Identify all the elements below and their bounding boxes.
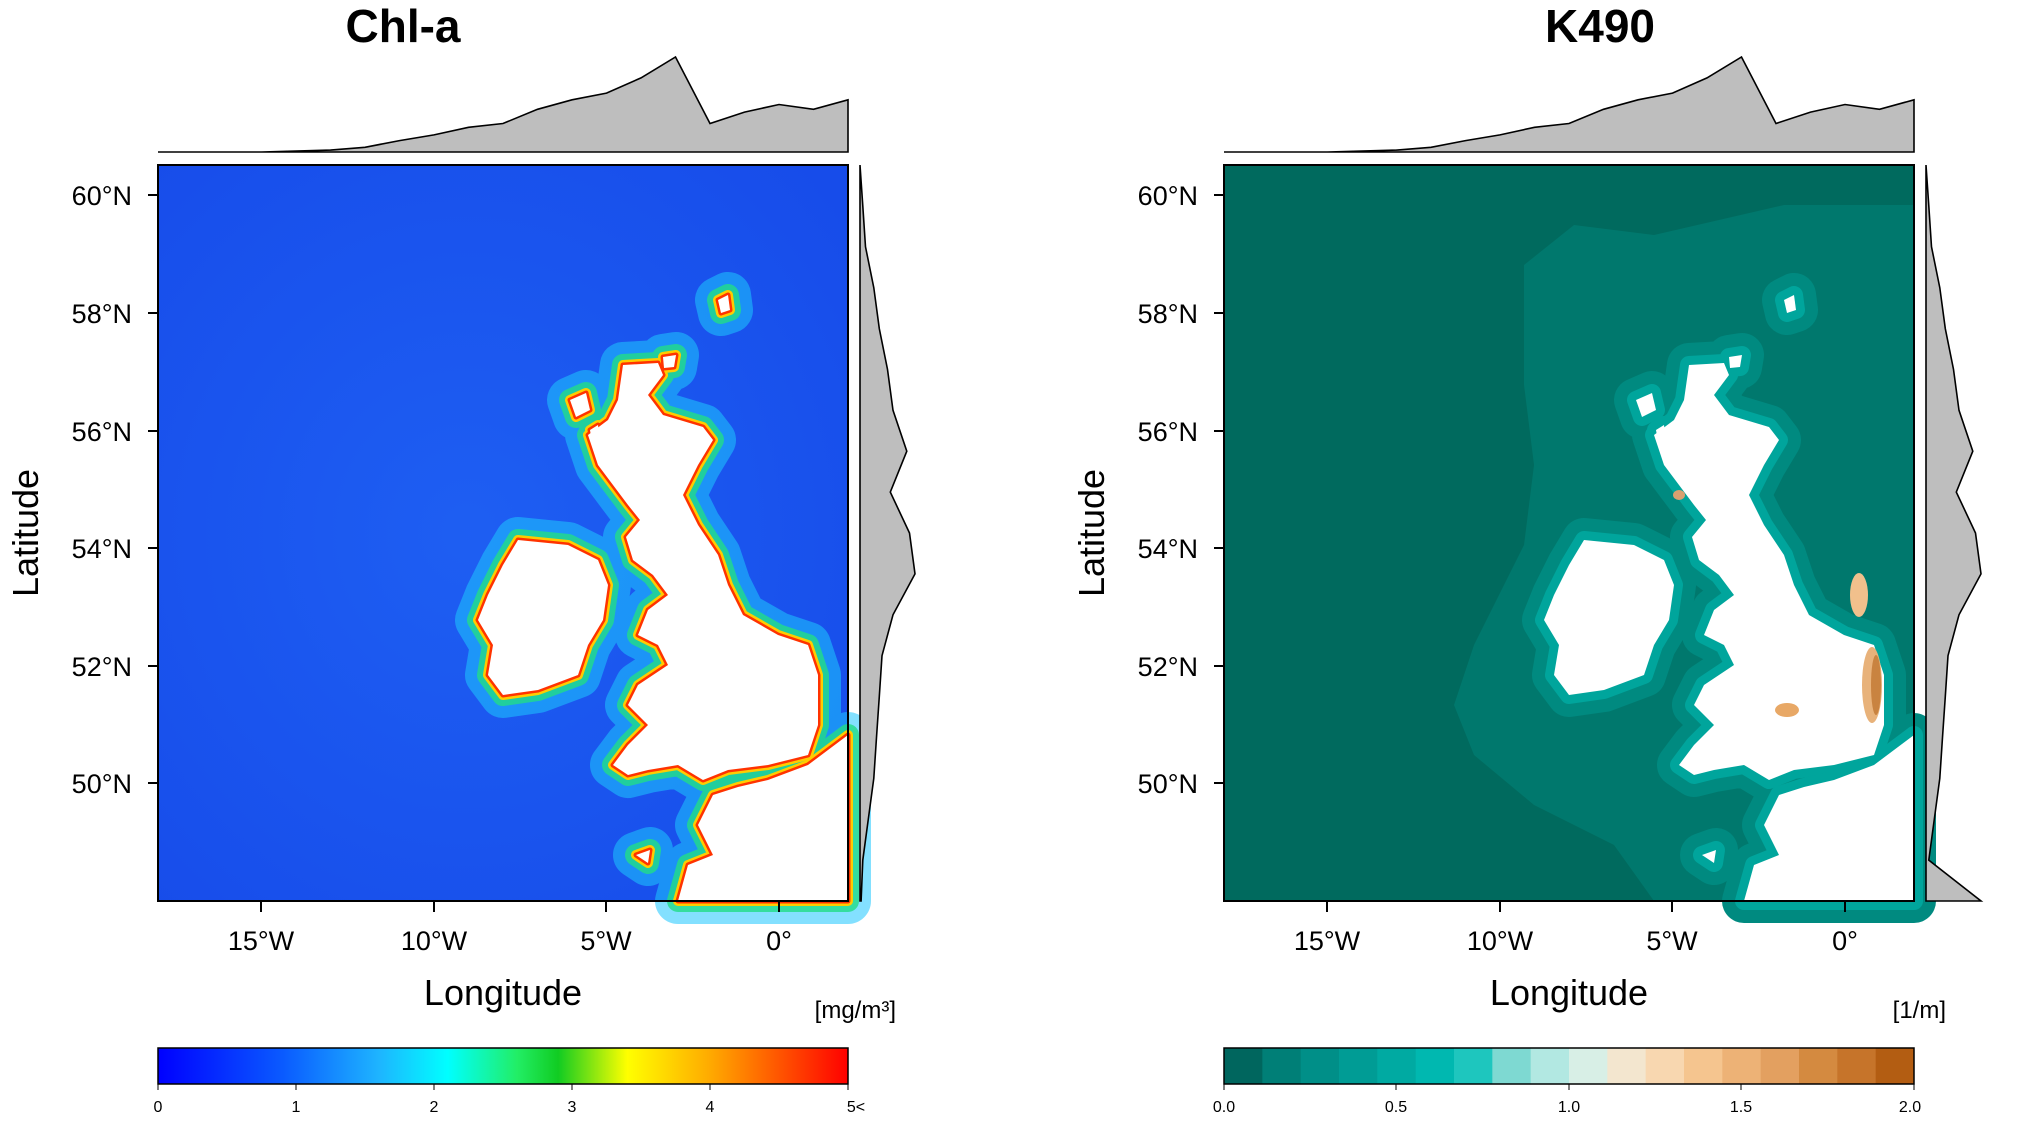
ytick-label: 54°N [72, 534, 132, 564]
ytick-label: 58°N [72, 299, 132, 329]
colorbar-tick: 1.0 [1558, 1099, 1580, 1116]
colorbar-cell [1530, 1048, 1570, 1084]
colorbar-cell [1339, 1048, 1378, 1084]
ytick-label: 56°N [1138, 417, 1198, 447]
colorbar-tick: 2.0 [1899, 1099, 1921, 1116]
y-axis-label: Latitude [1071, 469, 1112, 597]
colorbar-tick: 4 [706, 1099, 715, 1116]
panel-k490: K490 [1071, 0, 1984, 1116]
ytick-label: 50°N [1138, 769, 1198, 799]
colorbar-cell [1454, 1048, 1493, 1084]
map-k490 [1223, 164, 1914, 901]
colorbar-tick: 2 [430, 1099, 439, 1116]
colorbar-cell [1415, 1048, 1455, 1084]
colorbar-cell [1492, 1048, 1532, 1084]
panel-title-k490: K490 [1545, 0, 1655, 52]
colorbar-cell [1875, 1048, 1915, 1084]
colorbar-cell [1645, 1048, 1685, 1084]
colorbar-tick: 1 [292, 1099, 301, 1116]
colorbar-cell [1262, 1048, 1302, 1084]
colorbar-cell [1300, 1048, 1340, 1084]
colorbar-cell [1569, 1048, 1608, 1084]
ytick-label: 54°N [1138, 534, 1198, 564]
colorbar-tick: 5< [847, 1099, 865, 1116]
right-marginal-chl-a [859, 164, 916, 902]
unit-label-chl-a: [mg/m³] [815, 997, 896, 1024]
xtick-label: 10°W [401, 926, 468, 956]
ytick-label: 56°N [72, 417, 132, 447]
xtick-label: 10°W [1467, 926, 1534, 956]
ytick-label: 52°N [72, 652, 132, 682]
colorbar-cell [1224, 1048, 1263, 1084]
ytick-label: 60°N [72, 181, 132, 211]
ytick-label: 52°N [1138, 652, 1198, 682]
xtick-label: 5°W [580, 926, 632, 956]
colorbar-tick: 0.5 [1385, 1099, 1407, 1116]
colorbar-cell [1377, 1048, 1417, 1084]
colorbar-cell [1799, 1048, 1838, 1084]
xtick-label: 0° [766, 926, 792, 956]
y-axis-label: Latitude [5, 469, 46, 597]
top-marginal-k490 [1224, 55, 1915, 153]
top-marginal-chl-a [158, 55, 849, 153]
x-axis-label: Longitude [424, 972, 582, 1013]
ytick-label: 58°N [1138, 299, 1198, 329]
xtick-label: 0° [1832, 926, 1858, 956]
colorbar-k490: 0.0 0.5 1.0 1.5 2.0 [1213, 1047, 1921, 1116]
panel-title-chl-a: Chl-a [346, 0, 461, 52]
colorbar-tick: 1.5 [1730, 1099, 1752, 1116]
x-axis-label: Longitude [1490, 972, 1648, 1013]
y-axis-k490: 60°N 58°N 56°N 54°N 52°N 50°N Latitude [1071, 181, 1224, 799]
xtick-label: 15°W [1294, 926, 1361, 956]
x-axis-chl-a: 15°W 10°W 5°W 0° Longitude [228, 901, 792, 1013]
colorbar-chl-a: 0 1 2 3 4 5< [154, 1047, 865, 1116]
map-chl-a [157, 164, 848, 901]
colorbar-tick: 3 [568, 1099, 577, 1116]
xtick-label: 15°W [228, 926, 295, 956]
ytick-label: 50°N [72, 769, 132, 799]
y-axis-chl-a: 60°N 58°N 56°N 54°N 52°N 50°N Latitude [5, 181, 158, 799]
unit-label-k490: [1/m] [1893, 997, 1946, 1024]
xtick-label: 5°W [1646, 926, 1698, 956]
colorbar-cell [1607, 1048, 1647, 1084]
colorbar-cell [1760, 1048, 1800, 1084]
colorbar-cell [1684, 1048, 1723, 1084]
colorbar-tick: 0 [154, 1099, 163, 1116]
x-axis-k490: 15°W 10°W 5°W 0° Longitude [1294, 901, 1858, 1013]
colorbar-cell [1722, 1048, 1762, 1084]
right-marginal-k490 [1925, 164, 1984, 902]
colorbar-tick: 0.0 [1213, 1099, 1235, 1116]
panel-chl-a: Chl-a [5, 0, 916, 1116]
ytick-label: 60°N [1138, 181, 1198, 211]
colorbar-cell [1837, 1048, 1877, 1084]
